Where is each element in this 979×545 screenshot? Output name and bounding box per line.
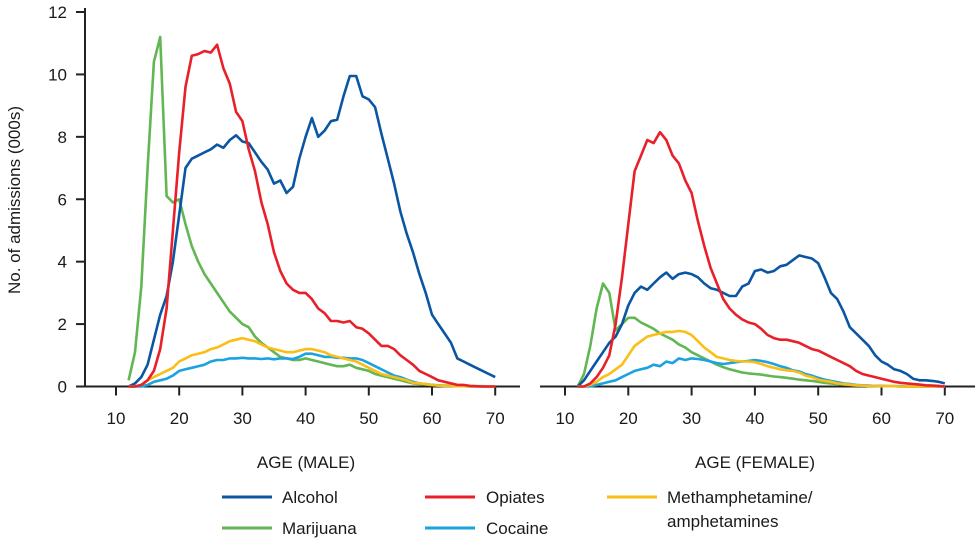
legend-label-methamphetamine-line2: amphetamines [667,512,779,531]
x-tick-label: 60 [423,409,442,428]
x-tick-label: 20 [619,409,638,428]
x-tick-label: 10 [107,409,126,428]
legend-item-opiates: Opiates [425,488,545,507]
legend-item-alcohol: Alcohol [222,488,338,507]
y-tick-label: 10 [48,65,67,84]
series-line-opiates-male [128,43,496,388]
male-panel: 10 20 30 40 50 60 70 0 2 4 6 8 10 12 [48,3,520,428]
x-tick-label: 40 [296,409,315,428]
x-tick-label: 50 [359,409,378,428]
legend: Alcohol Opiates Methamphetamine/ ampheta… [222,488,813,538]
female-panel: 10 20 30 40 50 60 70 [540,130,975,428]
x-tick-label: 40 [745,409,764,428]
series-line-alcohol-female [576,254,946,388]
legend-label-methamphetamine-line1: Methamphetamine/ [667,488,813,507]
x-tick-label: 30 [233,409,252,428]
y-tick-label: 6 [58,190,67,209]
y-tick-label: 8 [58,128,67,147]
x-tick-label: 60 [872,409,891,428]
y-tick-label: 4 [58,253,67,272]
series-line-opiates-female [577,130,945,388]
series-line-methamphetamine-male [128,336,496,388]
x-tick-label: 70 [935,409,954,428]
legend-label-alcohol: Alcohol [282,488,338,507]
legend-label-opiates: Opiates [486,488,545,507]
x-axis-label-female: AGE (FEMALE) [695,453,815,472]
x-tick-label: 70 [486,409,505,428]
series-line-cocaine-female [577,357,945,388]
legend-label-cocaine: Cocaine [486,519,548,538]
series-line-marijuana-male [127,35,496,388]
y-tick-label: 2 [58,315,67,334]
legend-label-marijuana: Marijuana [282,519,357,538]
x-axis-label-male: AGE (MALE) [257,453,355,472]
x-tick-label: 50 [809,409,828,428]
y-tick-label: 0 [58,378,67,397]
legend-item-cocaine: Cocaine [425,519,548,538]
x-tick-label: 20 [170,409,189,428]
series-line-alcohol-male [128,74,496,388]
series-line-methamphetamine-female [577,329,945,388]
y-axis-label: No. of admissions (000s) [5,106,24,294]
x-tick-label: 10 [556,409,575,428]
x-tick-label: 30 [682,409,701,428]
legend-item-marijuana: Marijuana [222,519,357,538]
y-tick-label: 12 [48,3,67,22]
legend-item-methamphetamine: Methamphetamine/ amphetamines [607,488,813,531]
